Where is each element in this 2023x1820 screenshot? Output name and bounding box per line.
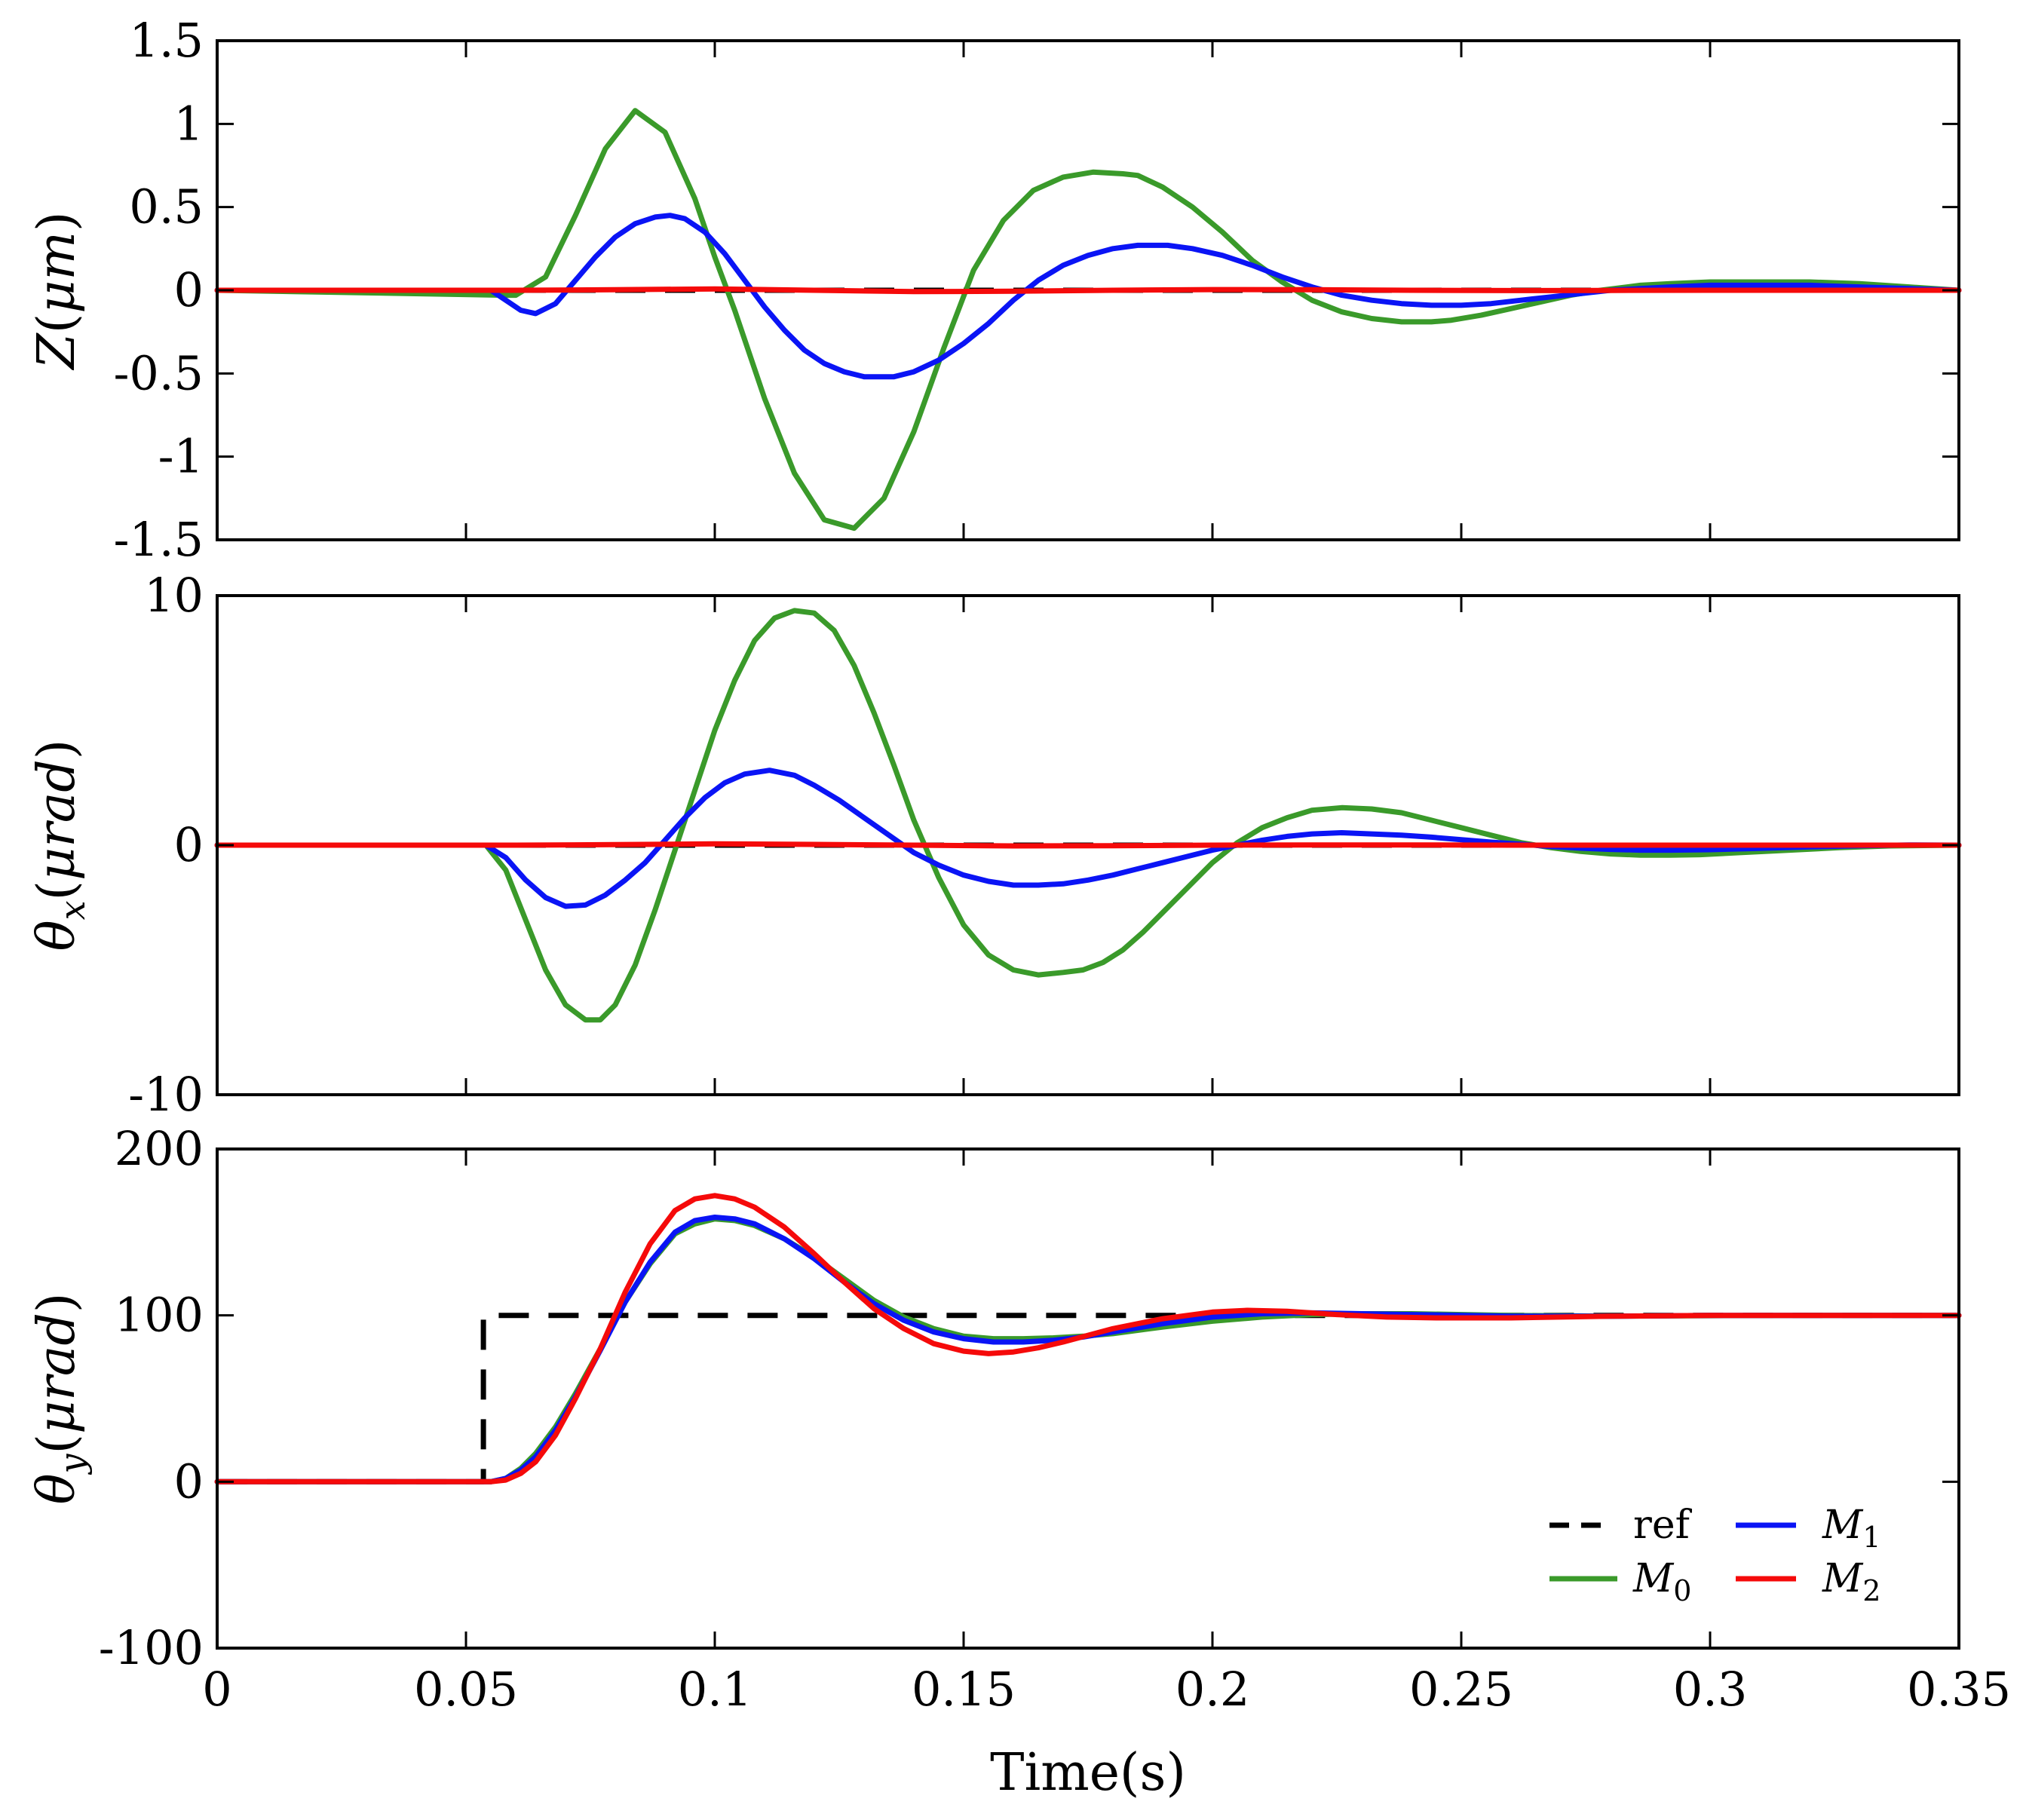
panel-thetax-ytick-label: 0 xyxy=(174,817,204,872)
panel-thetax-series xyxy=(214,608,1962,1023)
panel-thetay-ytick-label: 0 xyxy=(174,1454,204,1509)
xtick-label: 0.2 xyxy=(1175,1662,1250,1717)
legend-label-m1: M1 xyxy=(1822,1503,1880,1554)
panel-thetay-series-m2 xyxy=(214,1193,1962,1484)
panel-thetax-ylabel-close: ) xyxy=(27,740,87,760)
panel-thetax-ylabel-sub: x xyxy=(52,900,93,920)
panel-z-ytick-label: 0.5 xyxy=(129,179,204,234)
x-axis-label: Time(s) xyxy=(990,1743,1186,1803)
panel-thetax-ylabel-symbol: θ xyxy=(27,920,87,951)
panel-z-ylabel-open: ( xyxy=(27,314,87,334)
legend-label-m2-sub: 2 xyxy=(1862,1574,1880,1607)
legend-label-m2: M2 xyxy=(1822,1556,1880,1607)
panel-z-ytick-label: 0 xyxy=(174,262,204,317)
panel-thetax-frame xyxy=(216,594,1960,1096)
panel-z-ytick-label: 1.5 xyxy=(129,13,204,68)
panel-thetax-ylabel: θx(μrad) xyxy=(27,740,93,951)
legend-label-ref: ref xyxy=(1633,1503,1693,1548)
legend-label-m0-main: M xyxy=(1632,1556,1675,1601)
panel-thetay-ylabel-open: ( xyxy=(27,1434,87,1454)
xtick-label: 0.1 xyxy=(678,1662,752,1717)
panel-thetay-ytick-label: 100 xyxy=(115,1288,204,1343)
panel-z-frame xyxy=(216,39,1960,541)
xtick-label: 0.3 xyxy=(1673,1662,1748,1717)
panel-thetax-ytick-label: -10 xyxy=(128,1067,204,1122)
panel-thetay-ytick-label: -100 xyxy=(99,1620,204,1675)
panel-thetay-ylabel: θy(μrad) xyxy=(27,1293,93,1505)
legend-label-m2-main: M xyxy=(1822,1556,1864,1601)
legend-label-m1-main: M xyxy=(1822,1503,1864,1548)
panel-thetay-ylabel-close: ) xyxy=(27,1293,87,1313)
panel-thetay-ylabel-sub: y xyxy=(52,1453,93,1475)
xtick-label: 0.25 xyxy=(1409,1662,1513,1717)
panel-z-ytick-label: -1.5 xyxy=(113,512,204,567)
panel-z-ylabel: Z(μm) xyxy=(27,212,87,371)
xtick-label: 0 xyxy=(202,1662,231,1717)
panel-z-ylabel-unit: μm xyxy=(27,231,87,314)
panel-thetax-ytick-label: 10 xyxy=(144,568,204,623)
legend-label-m0: M0 xyxy=(1632,1556,1691,1607)
panel-z-ylabel-close: ) xyxy=(27,212,87,232)
panel-z-ytick-label: 1 xyxy=(174,96,204,151)
panel-thetay-ylabel-unit: μrad xyxy=(27,1313,87,1434)
xtick-label: 0.15 xyxy=(912,1662,1016,1717)
panel-z-ylabel-symbol: Z xyxy=(27,332,87,371)
panel-z-ytick-label: -1 xyxy=(158,429,204,484)
panel-thetax-ylabel-unit: μrad xyxy=(27,759,87,881)
panel-thetay-series xyxy=(214,1193,1962,1484)
panel-thetay-ytick-label: 200 xyxy=(115,1121,204,1176)
panel-thetax-series-m2 xyxy=(214,841,1962,849)
xtick-label: 0.05 xyxy=(414,1662,518,1717)
panel-z-ticks: 1.5 1 0.5 0 -0.5 -1 -1.5 xyxy=(113,13,1960,567)
legend: ref M1 M0 M2 xyxy=(1549,1503,1880,1607)
panel-thetax-series-m1 xyxy=(214,768,1962,909)
legend-label-m1-sub: 1 xyxy=(1862,1521,1880,1554)
panel-thetax: 10 0 -10 θx(μrad) xyxy=(27,568,1962,1122)
panel-z: 1.5 1 0.5 0 -0.5 -1 -1.5 Z(μm) xyxy=(27,13,1962,567)
xtick-label: 0.35 xyxy=(1907,1662,2011,1717)
panel-z-ytick-label: -0.5 xyxy=(113,345,204,400)
legend-label-m0-sub: 0 xyxy=(1673,1574,1691,1607)
panel-thetax-ylabel-open: ( xyxy=(27,881,87,901)
panel-thetay-frame xyxy=(216,1147,1960,1650)
panel-thetay-ylabel-symbol: θ xyxy=(27,1473,87,1504)
panel-z-series xyxy=(214,108,1962,532)
panel-z-series-m2 xyxy=(214,286,1962,295)
